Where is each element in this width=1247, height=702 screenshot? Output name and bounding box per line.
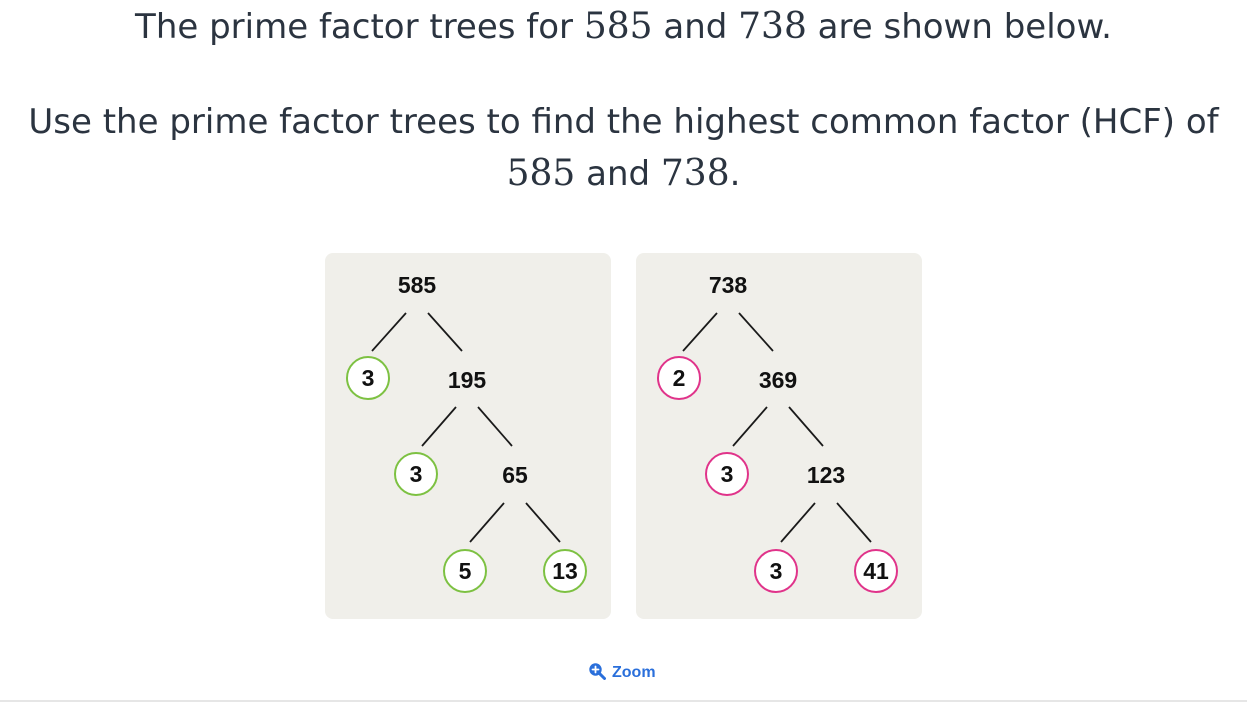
prime-factor-circle [657, 356, 701, 400]
tree-branch [477, 406, 513, 447]
question-line-3: 585 and 738. [0, 148, 1247, 200]
tree-branch [469, 502, 505, 543]
prime-factor-circle [543, 549, 587, 593]
prime-factor: 41 [863, 558, 889, 584]
prime-factor: 3 [410, 461, 423, 487]
prime-factor: 3 [770, 558, 783, 584]
prime-factor: 5 [459, 558, 472, 584]
prime-factor-circle [443, 549, 487, 593]
question-line-1: The prime factor trees for 585 and 738 a… [0, 1, 1247, 53]
question-text: and [575, 154, 661, 194]
number-585: 585 [506, 153, 576, 194]
prime-factor-circle [705, 452, 749, 496]
prime-factor: 3 [721, 461, 734, 487]
number-738: 738 [738, 6, 807, 47]
composite-factor: 123 [807, 462, 845, 488]
tree-root: 738 [709, 272, 748, 298]
factor-tree-738-diagram: 738 2 369 3 123 3 41 [657, 272, 898, 593]
tree-root: 585 [398, 272, 437, 298]
prime-factor-circle [854, 549, 898, 593]
zoom-in-icon [588, 662, 606, 684]
tree-branch [682, 312, 718, 352]
question-text: are shown below. [806, 7, 1112, 47]
tree-branch [732, 406, 768, 447]
composite-factor: 195 [448, 367, 487, 393]
factor-tree-585: 585 3 195 3 65 5 13 [325, 253, 611, 619]
factor-tree-738: 738 2 369 3 123 3 41 [636, 253, 922, 619]
question-line-2: Use the prime factor trees to find the h… [28, 102, 1219, 142]
question-text: and [652, 7, 739, 47]
tree-branch [780, 502, 816, 543]
question-text: . [729, 154, 741, 194]
tree-branch [738, 312, 774, 352]
tree-branch [836, 502, 872, 543]
tree-branch [525, 502, 561, 543]
factor-tree-585-diagram: 585 3 195 3 65 5 13 [346, 272, 587, 593]
prime-factor-circle [394, 452, 438, 496]
number-585: 585 [583, 6, 653, 47]
composite-factor: 369 [759, 367, 797, 393]
number-738: 738 [660, 153, 730, 194]
tree-branch [421, 406, 457, 447]
question-text: The prime factor trees for [135, 7, 584, 47]
tree-branch [427, 312, 463, 352]
prime-factor-circle [346, 356, 390, 400]
bottom-divider [0, 700, 1247, 702]
composite-factor: 65 [502, 462, 528, 488]
zoom-button[interactable]: Zoom [588, 661, 656, 685]
tree-branch [788, 406, 824, 447]
zoom-label: Zoom [612, 664, 656, 681]
prime-factor: 3 [362, 365, 375, 391]
prime-factor-circle [754, 549, 798, 593]
prime-factor: 2 [673, 365, 686, 391]
prime-factor: 13 [552, 558, 578, 584]
tree-branch [371, 312, 407, 352]
